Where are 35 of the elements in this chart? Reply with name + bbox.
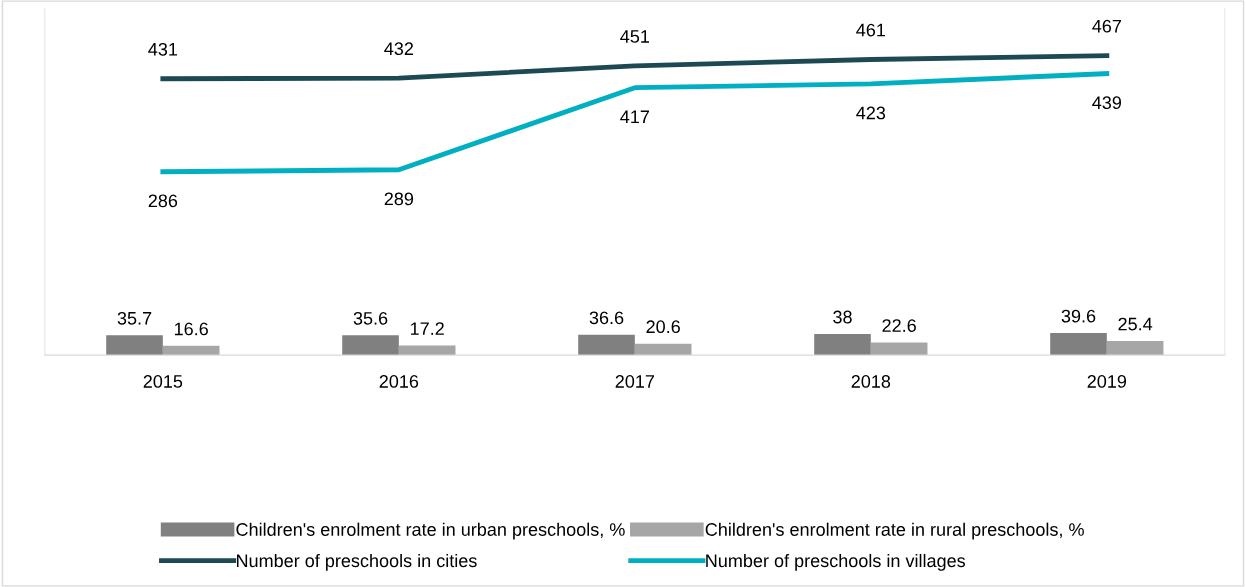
data-label: 16.6 [174, 322, 208, 336]
data-label: 451 [620, 30, 650, 43]
data-label: 38 [833, 310, 852, 324]
data-label: 35.6 [353, 311, 388, 325]
data-label: 286 [148, 194, 178, 208]
data-label: 417 [620, 110, 649, 123]
data-label: 423 [856, 106, 886, 120]
bar [1106, 340, 1164, 356]
x-tick-label: 2018 [851, 375, 891, 388]
bar [342, 335, 399, 356]
data-label: 22.6 [882, 319, 916, 332]
data-label: 17.2 [410, 322, 444, 335]
data-label: 289 [384, 192, 414, 206]
data-label: 36.6 [589, 311, 624, 325]
data-label: 20.6 [646, 320, 680, 334]
data-label: 467 [1092, 19, 1121, 33]
data-label: 39.6 [1061, 309, 1096, 323]
legend-label: Number of preschools in villages [706, 553, 966, 571]
bar [578, 334, 635, 356]
data-label: 439 [1092, 96, 1122, 110]
legend-label: Children's enrolment rate in rural preschools, % [705, 522, 1084, 540]
data-label: 35.7 [117, 311, 152, 325]
bar [1050, 333, 1107, 356]
bar [814, 333, 871, 356]
x-tick-label: 2015 [143, 375, 183, 388]
bar [106, 335, 163, 356]
x-tick-label: 2017 [615, 375, 655, 388]
legend-label: Children's enrolment rate in urban preschools, % [236, 522, 625, 540]
x-tick-label: 2019 [1087, 375, 1127, 388]
data-label: 431 [148, 42, 178, 56]
legend-label: Number of preschools in cities [236, 553, 477, 571]
data-label: 461 [856, 23, 886, 37]
data-label: 432 [384, 42, 413, 56]
data-label: 25.4 [1118, 317, 1153, 331]
x-tick-label: 2016 [379, 375, 419, 388]
